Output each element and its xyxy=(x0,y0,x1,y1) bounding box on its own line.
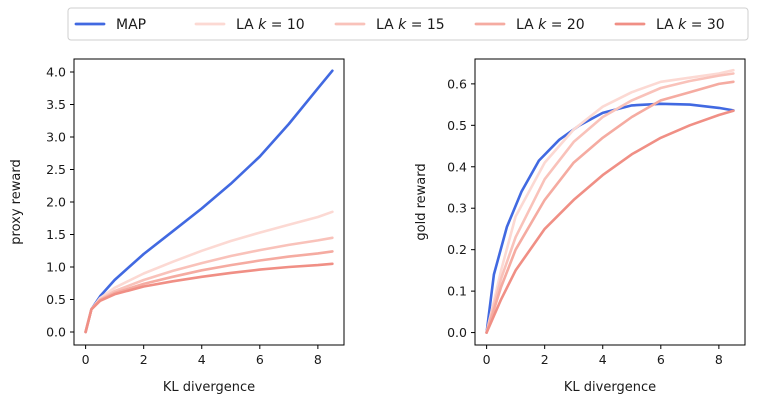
x-tick-label: 0 xyxy=(82,352,90,367)
legend-box xyxy=(67,7,749,41)
legend-label-la-k-20: LA k = 20 xyxy=(516,17,585,33)
legend-label-la-k-10: LA k = 10 xyxy=(236,17,305,33)
x-tick-label: 8 xyxy=(314,352,322,367)
proxy-reward-chart: 0 2 4 6 8 0.0 0.5 1.0 1.5 2.0 2.5 3.0 3.5 4.0 KL diver… xyxy=(9,58,345,395)
y-tick-label: 0.1 xyxy=(447,284,467,299)
y-tick-label: 2.5 xyxy=(46,162,66,177)
axes-frame xyxy=(474,58,746,346)
y-tick-label: 0.5 xyxy=(46,292,66,307)
x-tick-label: 0 xyxy=(483,352,491,367)
series-line-la-k-15 xyxy=(485,72,735,334)
y-tick-label: 1.5 xyxy=(46,227,66,242)
y-tick-label: 0.2 xyxy=(447,242,467,257)
series-line-la-k-30 xyxy=(84,262,334,334)
x-axis-label: KL divergence xyxy=(163,380,255,395)
y-tick-label: 3.5 xyxy=(46,97,66,112)
legend: MAP LA k = 10 LA k = 15 LA k = 20 LA k = 30 xyxy=(67,7,749,41)
series-line-la-k-10 xyxy=(485,68,735,334)
x-tick-label: 6 xyxy=(256,352,264,367)
y-tick-label: 0.4 xyxy=(447,159,467,174)
legend-label-la-k-30: LA k = 30 xyxy=(656,17,725,33)
legend-label-map: MAP xyxy=(116,17,146,33)
x-tick-label: 2 xyxy=(140,352,148,367)
series-line-la-k-30 xyxy=(485,109,735,334)
legend-label-la-k-15: LA k = 15 xyxy=(376,17,445,33)
y-tick-label: 0.6 xyxy=(447,76,467,91)
y-tick-label: 2.0 xyxy=(46,195,66,210)
x-tick-label: 2 xyxy=(541,352,549,367)
x-tick-label: 8 xyxy=(715,352,723,367)
y-tick-label: 0.0 xyxy=(46,325,66,340)
y-axis-label: gold reward xyxy=(414,163,429,240)
y-tick-label: 0.5 xyxy=(447,118,467,133)
y-tick-label: 0.3 xyxy=(447,201,467,216)
x-tick-label: 6 xyxy=(657,352,665,367)
gold-reward-chart: 0 2 4 6 8 0.0 0.1 0.2 0.3 0.4 0.5 0.6 KL divergence g… xyxy=(414,58,746,395)
x-axis-label: KL divergence xyxy=(564,380,656,395)
series-line-la-k-20 xyxy=(485,80,735,334)
y-tick-label: 0.0 xyxy=(447,325,467,340)
y-tick-label: 4.0 xyxy=(46,65,66,80)
y-axis-label: proxy reward xyxy=(9,159,24,244)
x-tick-label: 4 xyxy=(599,352,607,367)
y-tick-label: 3.0 xyxy=(46,130,66,145)
y-tick-label: 1.0 xyxy=(46,260,66,275)
x-tick-label: 4 xyxy=(198,352,206,367)
series-line-map xyxy=(485,102,735,334)
